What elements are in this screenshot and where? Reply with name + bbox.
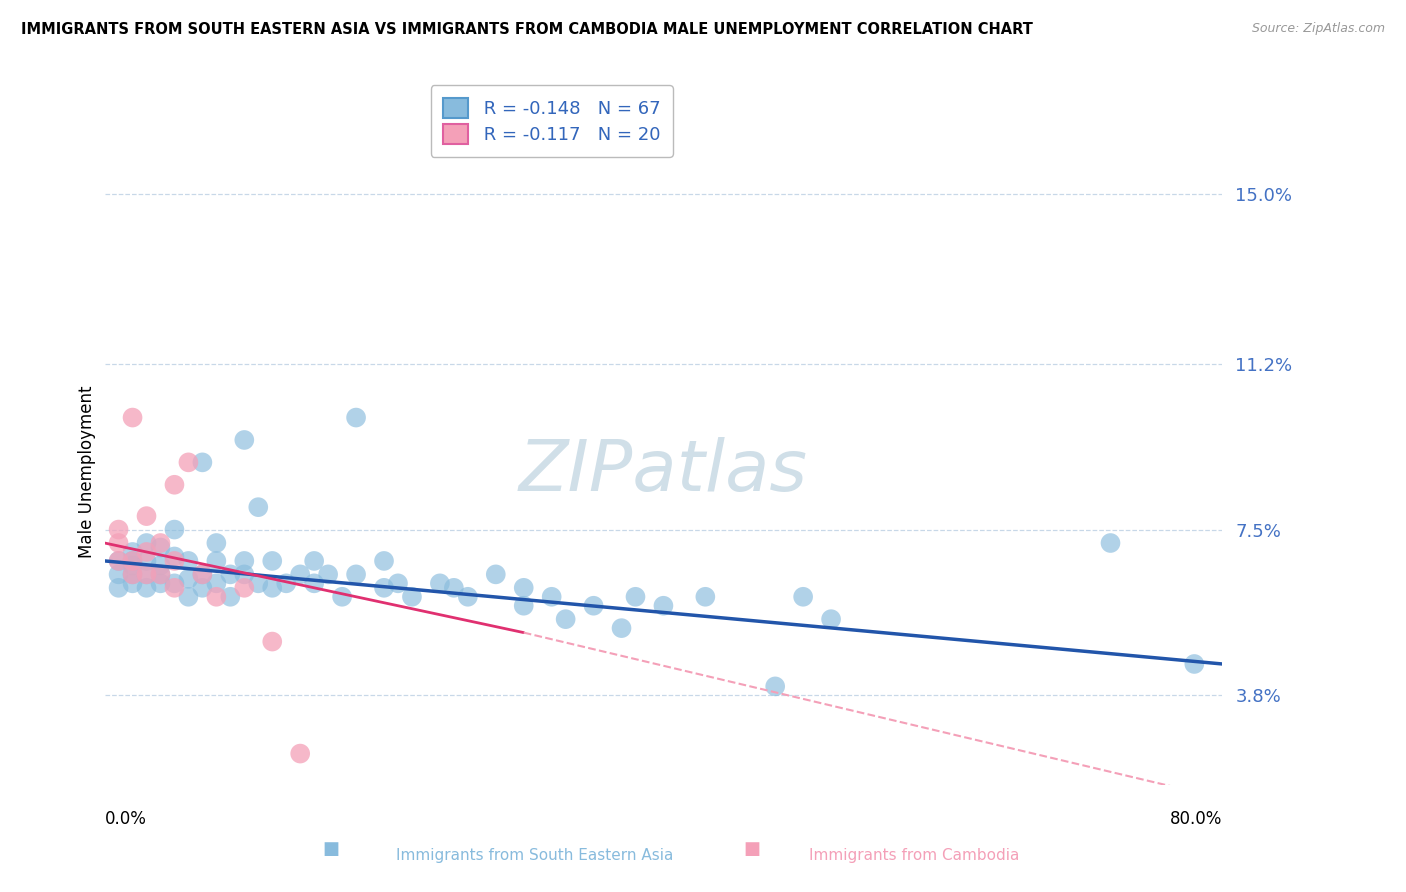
Point (262, 634, 284, 648)
Point (792, 590, 814, 604)
Point (205, 590, 228, 604)
Point (107, 554, 129, 568)
Point (191, 581, 214, 595)
Point (149, 558, 172, 573)
Point (373, 581, 395, 595)
Point (107, 581, 129, 595)
Text: ■: ■ (322, 840, 339, 858)
Point (373, 554, 395, 568)
Point (205, 536, 228, 550)
Point (135, 545, 157, 559)
Point (135, 581, 157, 595)
Point (149, 541, 172, 555)
Point (582, 599, 605, 613)
Point (387, 576, 409, 591)
Point (163, 554, 186, 568)
Point (205, 554, 228, 568)
Point (149, 536, 172, 550)
Point (1099, 536, 1122, 550)
Point (262, 581, 284, 595)
Point (107, 523, 129, 537)
Point (763, 679, 786, 693)
Point (219, 590, 242, 604)
Point (135, 554, 157, 568)
Text: Immigrants from Cambodia: Immigrants from Cambodia (808, 848, 1019, 863)
Point (219, 567, 242, 582)
Point (149, 567, 172, 582)
Point (121, 554, 143, 568)
Point (107, 536, 129, 550)
Point (624, 590, 647, 604)
Point (121, 567, 143, 582)
Point (177, 455, 200, 469)
Point (247, 576, 270, 591)
Point (177, 572, 200, 586)
Point (121, 567, 143, 582)
Point (443, 581, 465, 595)
Legend:  R = -0.148   N = 67,  R = -0.117   N = 20: R = -0.148 N = 67, R = -0.117 N = 20 (430, 86, 672, 157)
Point (191, 455, 214, 469)
Point (163, 581, 186, 595)
Point (276, 576, 298, 591)
Point (191, 567, 214, 582)
Point (163, 576, 186, 591)
Point (554, 612, 576, 626)
Point (233, 554, 256, 568)
Point (233, 433, 256, 447)
Point (135, 567, 157, 582)
Point (177, 590, 200, 604)
Y-axis label: Male Unemployment: Male Unemployment (79, 385, 96, 558)
Point (177, 554, 200, 568)
Text: IMMIGRANTS FROM SOUTH EASTERN ASIA VS IMMIGRANTS FROM CAMBODIA MALE UNEMPLOYMENT: IMMIGRANTS FROM SOUTH EASTERN ASIA VS IM… (21, 22, 1033, 37)
Point (107, 554, 129, 568)
Point (540, 590, 562, 604)
Point (485, 567, 508, 582)
Point (149, 576, 172, 591)
Point (695, 590, 717, 604)
Point (233, 581, 256, 595)
Point (205, 576, 228, 591)
Point (330, 590, 353, 604)
Point (302, 554, 325, 568)
Point (457, 590, 479, 604)
Point (163, 477, 186, 491)
Point (302, 576, 325, 591)
Point (652, 599, 675, 613)
Point (401, 590, 423, 604)
Point (121, 554, 143, 568)
Point (135, 536, 157, 550)
Point (135, 567, 157, 582)
Point (121, 545, 143, 559)
Point (247, 500, 270, 515)
Text: Immigrants from South Eastern Asia: Immigrants from South Eastern Asia (395, 848, 673, 863)
Point (512, 599, 534, 613)
Point (163, 523, 186, 537)
Point (135, 509, 157, 524)
Point (512, 581, 534, 595)
Point (121, 558, 143, 573)
Point (149, 567, 172, 582)
Point (290, 567, 312, 582)
Point (429, 576, 451, 591)
Text: 0.0%: 0.0% (104, 810, 146, 828)
Point (1182, 657, 1205, 671)
Point (290, 747, 312, 761)
Text: 80.0%: 80.0% (1170, 810, 1222, 828)
Point (262, 554, 284, 568)
Text: Source: ZipAtlas.com: Source: ZipAtlas.com (1251, 22, 1385, 36)
Text: ■: ■ (744, 840, 761, 858)
Point (107, 567, 129, 582)
Text: ZIPatlas: ZIPatlas (519, 437, 808, 506)
Point (344, 410, 367, 425)
Point (121, 410, 143, 425)
Point (610, 621, 633, 635)
Point (191, 567, 214, 582)
Point (121, 576, 143, 591)
Point (233, 567, 256, 582)
Point (163, 549, 186, 564)
Point (344, 567, 367, 582)
Point (316, 567, 339, 582)
Point (820, 612, 842, 626)
